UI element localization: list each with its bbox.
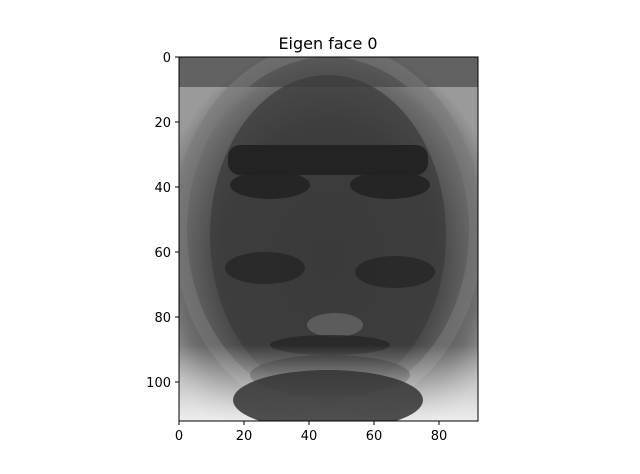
y-tick-label: 0 — [163, 51, 171, 66]
y-tick-label: 100 — [146, 376, 171, 391]
y-tick-label: 80 — [154, 311, 171, 326]
axes-frame — [178, 56, 479, 422]
figure-title: Eigen face 0 — [278, 34, 377, 53]
y-tick-label: 20 — [154, 116, 171, 131]
y-axis: 0 20 40 60 80 100 — [146, 51, 179, 391]
y-tick-label: 60 — [154, 246, 171, 261]
x-tick-label: 20 — [236, 429, 253, 444]
x-tick-label: 80 — [431, 429, 448, 444]
x-tick-label: 60 — [366, 429, 383, 444]
eigenface-image — [179, 57, 478, 421]
y-tick-label: 40 — [154, 181, 171, 196]
x-tick-label: 40 — [301, 429, 318, 444]
x-tick-label: 0 — [175, 429, 183, 444]
x-axis: 0 20 40 60 80 — [175, 421, 447, 444]
